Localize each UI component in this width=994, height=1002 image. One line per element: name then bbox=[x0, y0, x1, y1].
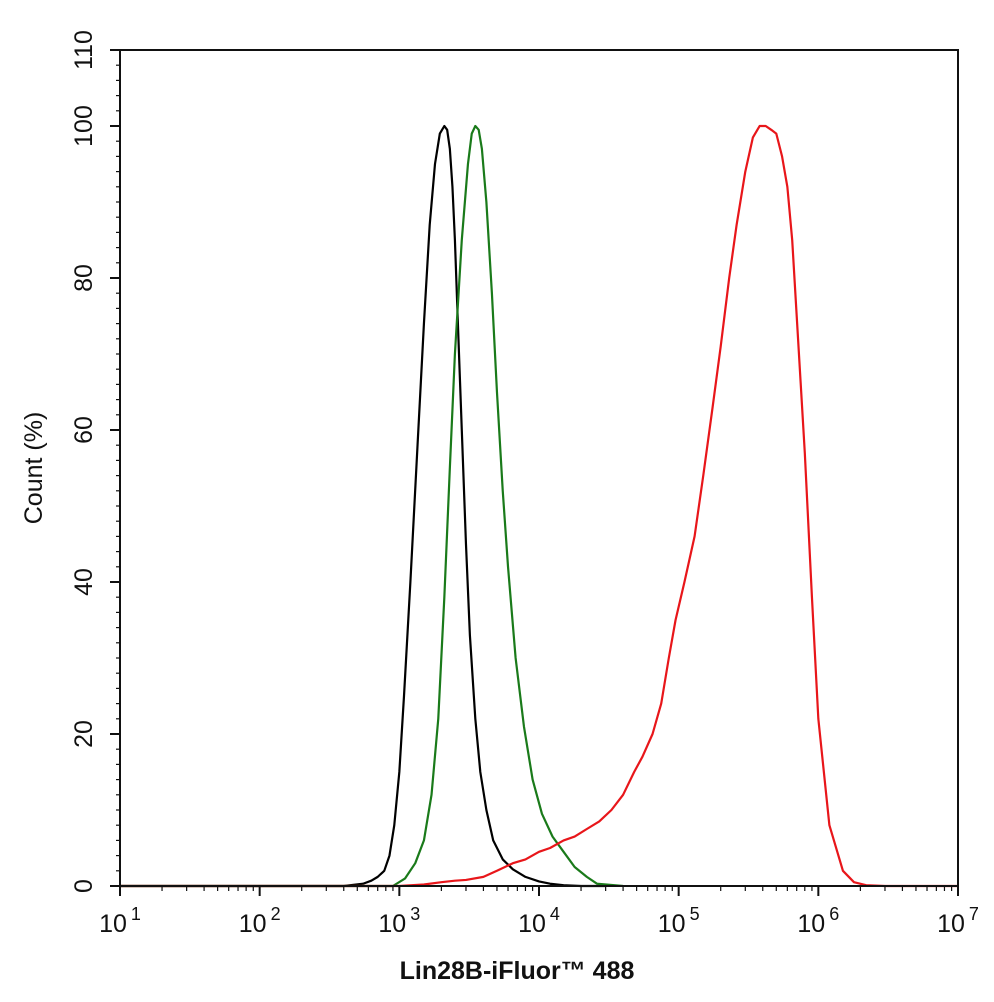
series-line-3 bbox=[120, 124, 958, 888]
y-axis-label: Count (%) bbox=[20, 412, 48, 525]
y-tick-label: 20 bbox=[70, 720, 98, 748]
x-tick-label: 10 4 bbox=[518, 904, 560, 938]
y-tick-label: 80 bbox=[70, 264, 98, 292]
y-tick-label: 0 bbox=[70, 879, 98, 893]
y-axis: 0 20 40 60 80 100 110 bbox=[70, 30, 120, 893]
y-tick-label: 110 bbox=[70, 30, 98, 70]
x-tick-label: 10 2 bbox=[239, 904, 281, 938]
series-layer bbox=[120, 124, 958, 888]
x-tick-label: 10 6 bbox=[797, 904, 839, 938]
series-line-2 bbox=[120, 124, 624, 888]
y-tick-label: 40 bbox=[70, 568, 98, 596]
x-tick-label: 10 3 bbox=[378, 904, 420, 938]
x-tick-label: 10 1 bbox=[99, 904, 141, 938]
y-tick-label: 60 bbox=[70, 416, 98, 444]
series-line-1 bbox=[120, 124, 606, 888]
y-tick-label: 100 bbox=[70, 105, 98, 147]
x-tick-label: 10 5 bbox=[658, 904, 700, 938]
x-axis-label: Lin28B-iFluor™ 488 bbox=[400, 957, 635, 985]
x-tick-label: 10 7 bbox=[937, 904, 979, 938]
plot-frame bbox=[119, 49, 959, 887]
x-axis: 10 1 10 2 10 3 10 4 10 5 10 6 10 7 bbox=[99, 886, 979, 938]
